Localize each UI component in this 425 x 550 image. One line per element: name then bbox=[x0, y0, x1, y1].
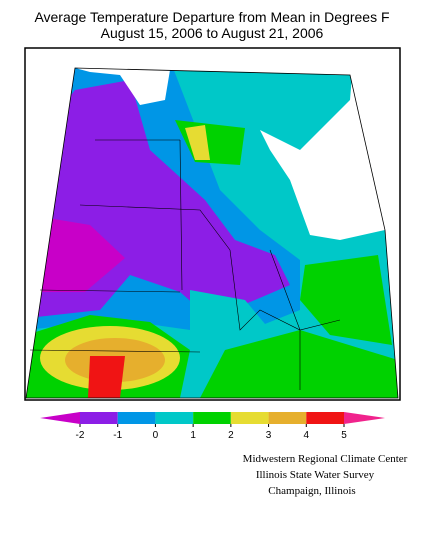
legend-swatch bbox=[306, 412, 344, 424]
legend-tick-label: 5 bbox=[341, 430, 347, 441]
color-legend: -2 -1 0 1 2 3 4 5 bbox=[40, 412, 385, 441]
legend-tick-label: -1 bbox=[113, 430, 122, 441]
legend-tick-label: 1 bbox=[190, 430, 196, 441]
credit-line: Illinois State Water Survey bbox=[256, 469, 375, 481]
legend-swatch bbox=[117, 412, 156, 424]
legend-tick-label: 3 bbox=[266, 430, 272, 441]
legend-end bbox=[40, 412, 80, 424]
legend-end bbox=[344, 412, 385, 424]
legend-swatch bbox=[193, 412, 231, 424]
legend-swatch bbox=[230, 412, 269, 424]
legend-tick-label: 0 bbox=[153, 430, 159, 441]
legend-swatch bbox=[268, 412, 307, 424]
map bbox=[24, 47, 401, 401]
legend-swatch bbox=[80, 412, 118, 424]
credit-line: Midwestern Regional Climate Center bbox=[243, 453, 408, 465]
title-line: August 15, 2006 to August 21, 2006 bbox=[101, 25, 324, 41]
legend-tick-label: -2 bbox=[76, 430, 85, 441]
title-line: Average Temperature Departure from Mean … bbox=[34, 9, 389, 25]
legend-tick-label: 2 bbox=[228, 430, 234, 441]
legend-tick-label: 4 bbox=[304, 430, 310, 441]
legend-swatch bbox=[155, 412, 194, 424]
credit-line: Champaign, Illinois bbox=[268, 485, 355, 497]
